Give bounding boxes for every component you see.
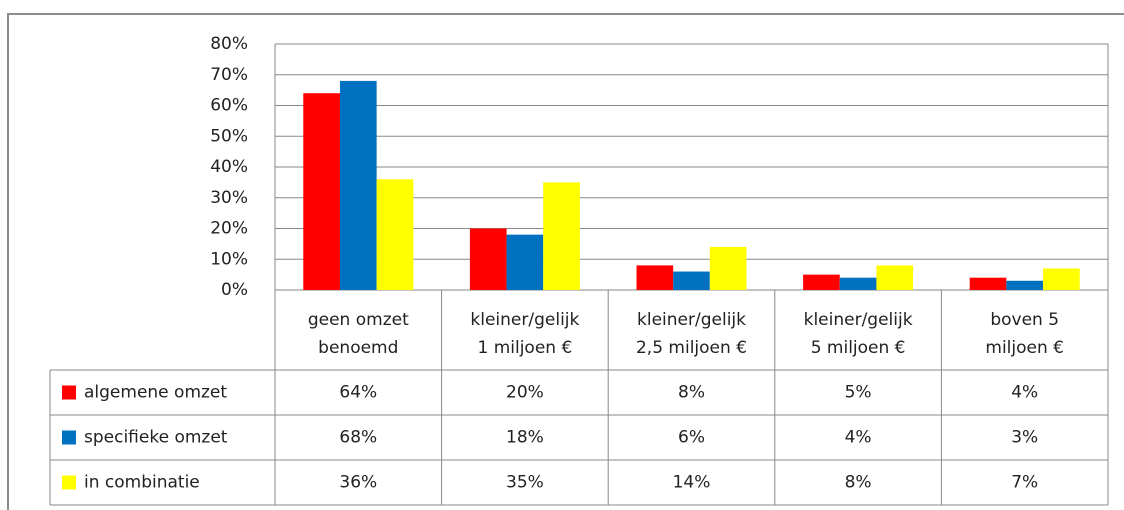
y-tick-label: 10% — [210, 249, 248, 269]
chart-frame — [7, 13, 1124, 510]
bar — [376, 179, 414, 290]
table-cell: 36% — [339, 473, 377, 493]
y-tick-label: 70% — [210, 65, 248, 85]
bar — [543, 182, 580, 290]
table-cell: 18% — [506, 428, 544, 448]
y-tick-label: 50% — [210, 126, 248, 146]
table-cell: 35% — [506, 473, 544, 493]
legend-swatch — [62, 475, 76, 490]
y-tick-label: 80% — [210, 34, 248, 54]
table-cell: 20% — [506, 383, 544, 403]
table-cell: 8% — [845, 473, 872, 493]
x-tick-label: kleiner/gelijk 5 miljoen € — [804, 310, 913, 358]
table-cell: 3% — [1011, 428, 1038, 448]
x-tick-label: kleiner/gelijk 2,5 miljoen € — [636, 310, 747, 358]
legend-swatch — [62, 385, 76, 400]
x-tick-label: kleiner/gelijk 1 miljoen € — [470, 310, 579, 358]
table-cell: 64% — [339, 383, 377, 403]
table-cell: 4% — [1011, 383, 1038, 403]
bar — [506, 234, 544, 290]
bar — [876, 265, 914, 290]
legend-swatch — [62, 430, 76, 445]
bar — [469, 228, 507, 290]
table-cell: 6% — [678, 428, 705, 448]
bar — [709, 246, 747, 290]
bar — [969, 277, 1007, 290]
bar — [303, 93, 340, 290]
bar — [339, 80, 377, 291]
x-tick-label: boven 5 miljoen € — [985, 310, 1064, 358]
bar — [1043, 268, 1080, 290]
table-cell: 68% — [339, 428, 377, 448]
bar — [803, 274, 840, 290]
bar — [636, 265, 674, 290]
bar — [839, 277, 877, 290]
bar — [1006, 280, 1044, 290]
bar — [673, 271, 710, 290]
y-tick-label: 20% — [210, 219, 248, 239]
table-cell: 4% — [845, 428, 872, 448]
x-tick-label: geen omzet benoemd — [308, 310, 409, 358]
y-tick-label: 30% — [210, 188, 248, 208]
table-cell: 8% — [678, 383, 705, 403]
y-tick-label: 60% — [210, 96, 248, 116]
legend-label: in combinatie — [84, 473, 200, 493]
legend-label: specifieke omzet — [84, 428, 228, 448]
y-tick-label: 40% — [210, 157, 248, 177]
table-cell: 5% — [845, 383, 872, 403]
legend-label: algemene omzet — [84, 383, 227, 403]
table-cell: 14% — [673, 473, 711, 493]
table-cell: 7% — [1011, 473, 1038, 493]
y-tick-label: 0% — [221, 280, 248, 300]
